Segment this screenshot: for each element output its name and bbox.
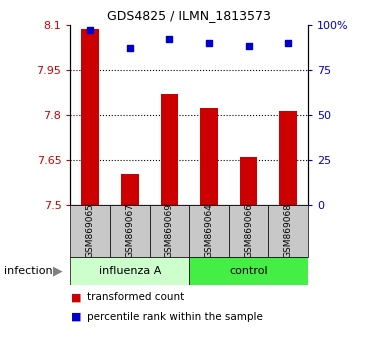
- Title: GDS4825 / ILMN_1813573: GDS4825 / ILMN_1813573: [107, 9, 271, 22]
- Bar: [110, 205, 150, 257]
- Text: GSM869065: GSM869065: [86, 204, 95, 258]
- Bar: [121, 174, 139, 205]
- Bar: [189, 205, 229, 257]
- Text: influenza A: influenza A: [99, 266, 161, 276]
- Bar: [268, 205, 308, 257]
- Text: transformed count: transformed count: [87, 292, 184, 302]
- Point: [206, 40, 212, 46]
- Bar: [70, 205, 110, 257]
- Bar: [279, 110, 297, 205]
- Text: GSM869069: GSM869069: [165, 204, 174, 258]
- Bar: [240, 157, 257, 205]
- Text: percentile rank within the sample: percentile rank within the sample: [87, 312, 263, 322]
- Text: control: control: [229, 266, 268, 276]
- Bar: [189, 257, 308, 285]
- Point: [87, 27, 93, 33]
- Text: GSM869068: GSM869068: [284, 204, 293, 258]
- Text: ▶: ▶: [53, 264, 62, 277]
- Text: GSM869066: GSM869066: [244, 204, 253, 258]
- Bar: [70, 257, 189, 285]
- Bar: [200, 108, 218, 205]
- Text: GSM869067: GSM869067: [125, 204, 134, 258]
- Bar: [81, 29, 99, 205]
- Text: infection: infection: [4, 266, 52, 276]
- Point: [246, 44, 252, 49]
- Bar: [150, 205, 189, 257]
- Point: [167, 36, 173, 42]
- Point: [127, 45, 133, 51]
- Bar: [161, 94, 178, 205]
- Bar: [229, 205, 268, 257]
- Text: ■: ■: [70, 312, 81, 322]
- Point: [285, 40, 291, 46]
- Text: GSM869064: GSM869064: [204, 204, 213, 258]
- Text: ■: ■: [70, 292, 81, 302]
